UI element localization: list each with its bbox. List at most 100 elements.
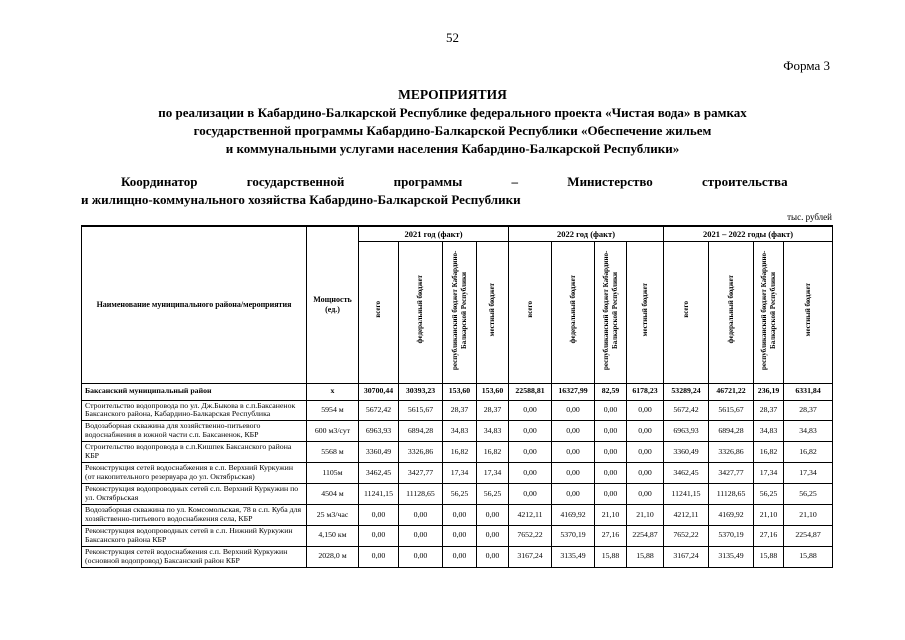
row-value-cell: 153,60 — [442, 382, 477, 401]
row-value-cell: 16327,99 — [551, 382, 596, 401]
row-value-cell: 34,83 — [475, 420, 510, 443]
row-value-cell: 28,37 — [442, 399, 477, 422]
row-value-cell: 3427,77 — [398, 462, 443, 485]
district-total-row: Баксанский муниципальный район х 30700,44 3… — [81, 382, 834, 401]
rotated-column-label: местный бюджет — [640, 282, 649, 337]
row-value-cell: 11241,15 — [663, 483, 710, 506]
row-value-cell: 2254,87 — [783, 524, 834, 547]
row-value-cell: 17,34 — [442, 462, 477, 485]
row-value-cell: 21,10 — [783, 504, 834, 526]
document-subtitle-line-1: по реализации в Кабардино-Балкарской Рес… — [158, 105, 747, 120]
row-name-cell: Реконструкция водопроводных сетей в с.п.… — [81, 524, 307, 547]
row-value-cell: 0,00 — [508, 441, 553, 464]
row-value-cell: 0,00 — [551, 483, 596, 506]
row-value-cell: 0,00 — [551, 399, 596, 422]
rotated-column-label: всего — [681, 301, 690, 318]
rotated-column-label: республиканский бюджет Кабардино-Балкарс… — [759, 249, 777, 370]
row-value-cell: 0,00 — [442, 545, 477, 568]
table-row: Строительство водопровода в с.п.Кишпек Б… — [81, 441, 834, 464]
row-capacity-cell: 5954 м — [306, 399, 359, 422]
row-value-cell: 15,88 — [753, 545, 785, 568]
row-value-cell: 21,10 — [626, 504, 665, 526]
table-row: Водозаборная скважина для хозяйственно-п… — [81, 420, 834, 443]
column-group-2021-2022: 2021 – 2022 годы (факт) — [663, 225, 834, 242]
column-header-2021-local-budget: местный бюджет — [475, 240, 510, 384]
column-header-2022-federal-budget: федеральный бюджет — [551, 240, 596, 384]
row-value-cell: 0,00 — [508, 462, 553, 485]
row-value-cell: 34,83 — [783, 420, 834, 443]
row-capacity-cell: 600 м3/сут — [306, 420, 359, 443]
row-value-cell: 4212,11 — [663, 504, 710, 526]
rotated-column-label: всего — [374, 301, 383, 318]
row-name-cell: Строительство водопровода по ул. Дж.Быко… — [81, 399, 307, 422]
page-number: 52 — [446, 30, 459, 45]
row-value-cell: 0,00 — [475, 504, 510, 526]
row-value-cell: 0,00 — [594, 483, 628, 506]
coordinator-paragraph: Координатор государственной программы – … — [81, 174, 832, 208]
row-value-cell: 0,00 — [594, 441, 628, 464]
rotated-column-label: федеральный бюджет — [416, 275, 425, 344]
row-value-cell: 16,82 — [783, 441, 834, 464]
column-header-2022-local-budget: местный бюджет — [626, 240, 665, 384]
column-group-2022: 2022 год (факт) — [508, 225, 665, 242]
row-value-cell: 3326,86 — [398, 441, 443, 464]
column-group-2021: 2021 год (факт) — [357, 225, 510, 242]
row-capacity-cell: 1105м — [306, 462, 359, 485]
row-value-cell: 30700,44 — [358, 382, 399, 401]
document-subtitle-line-3: и коммунальными услугами населения Кабар… — [225, 141, 680, 156]
table-row: Реконструкция сетей водоснабжения в с.п.… — [81, 462, 834, 485]
units-label: тыс. рублей — [787, 212, 832, 222]
row-value-cell: 0,00 — [626, 420, 665, 443]
row-value-cell: 46721,22 — [708, 382, 755, 401]
row-name-cell: Баксанский муниципальный район — [81, 382, 307, 401]
row-value-cell: 5370,19 — [551, 524, 596, 547]
row-value-cell: 7652,22 — [508, 524, 553, 547]
row-name-cell: Водозаборная скважина для хозяйственно-п… — [81, 420, 307, 443]
row-value-cell: 3167,24 — [663, 545, 710, 568]
row-capacity-cell: 2028,0 м — [306, 545, 359, 568]
row-value-cell: 56,25 — [442, 483, 477, 506]
row-value-cell: 28,37 — [475, 399, 510, 422]
row-value-cell: 0,00 — [442, 504, 477, 526]
row-value-cell: 0,00 — [626, 462, 665, 485]
table-header-sub-row: всего федеральный бюджет республиканский б… — [82, 240, 834, 384]
row-value-cell: 3427,77 — [708, 462, 755, 485]
row-value-cell: 16,82 — [475, 441, 510, 464]
table-row: Реконструкция водопроводных сетей с.п. В… — [81, 483, 834, 506]
row-value-cell: 11128,65 — [398, 483, 443, 506]
column-header-capacity: Мощность (ед.) — [306, 225, 359, 384]
column-header-2021-2022-federal-budget: федеральный бюджет — [708, 240, 755, 384]
row-value-cell: 0,00 — [594, 462, 628, 485]
row-value-cell: 5615,67 — [398, 399, 443, 422]
row-value-cell: 27,16 — [753, 524, 785, 547]
row-value-cell: 5370,19 — [708, 524, 755, 547]
column-header-2021-2022-local-budget: местный бюджет — [783, 240, 834, 384]
row-name-cell: Строительство водопровода в с.п.Кишпек Б… — [81, 441, 307, 464]
column-header-2022-republican-budget: республиканский бюджет Кабардино-Балкарс… — [594, 240, 628, 384]
row-value-cell: 0,00 — [358, 524, 399, 547]
rotated-column-label: федеральный бюджет — [726, 275, 735, 344]
row-name-cell: Реконструкция водопроводных сетей с.п. В… — [81, 483, 307, 506]
row-name-cell: Реконструкция сетей водоснабжения в с.п.… — [81, 462, 307, 485]
row-value-cell: 3360,49 — [358, 441, 399, 464]
column-header-2021-2022-total: всего — [663, 240, 710, 384]
row-value-cell: 4169,92 — [551, 504, 596, 526]
row-value-cell: 56,25 — [783, 483, 834, 506]
table-row: Строительство водопровода по ул. Дж.Быко… — [81, 399, 834, 422]
row-value-cell: 56,25 — [475, 483, 510, 506]
row-value-cell: 34,83 — [442, 420, 477, 443]
row-value-cell: 17,34 — [475, 462, 510, 485]
row-value-cell: 21,10 — [753, 504, 785, 526]
row-value-cell: 6178,23 — [626, 382, 665, 401]
row-value-cell: 22588,81 — [508, 382, 553, 401]
row-value-cell: 34,83 — [753, 420, 785, 443]
row-value-cell: 0,00 — [551, 441, 596, 464]
row-value-cell: 0,00 — [358, 545, 399, 568]
row-capacity-cell: 5568 м — [306, 441, 359, 464]
rotated-column-label: местный бюджет — [803, 282, 812, 337]
form-label: Форма 3 — [783, 58, 830, 73]
row-value-cell: 17,34 — [753, 462, 785, 485]
document-subtitle-line-2: государственной программы Кабардино-Балк… — [193, 123, 712, 138]
row-value-cell: 0,00 — [358, 504, 399, 526]
row-value-cell: 15,88 — [783, 545, 834, 568]
